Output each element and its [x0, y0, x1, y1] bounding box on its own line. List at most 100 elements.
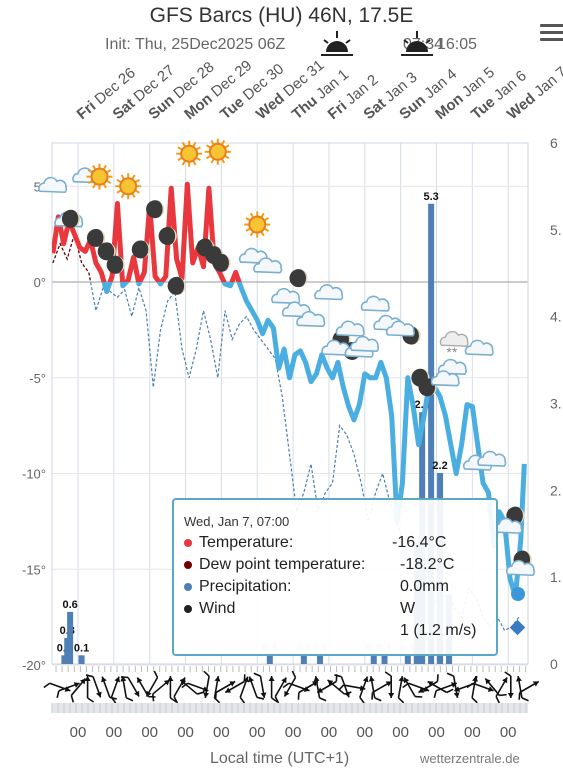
wind-flag	[371, 692, 374, 700]
wind-barb	[418, 674, 439, 694]
wind-arrowhead	[84, 676, 91, 681]
precipitation-bar	[428, 203, 435, 665]
wind-flag	[446, 672, 455, 677]
wind-flag	[359, 696, 365, 704]
hour-tick-label: 00	[428, 724, 445, 741]
wind-barb	[214, 680, 236, 700]
cloud-shape	[505, 559, 535, 577]
hour-tick-label: 00	[392, 724, 409, 741]
cloud-icon	[360, 295, 390, 312]
wind-arrowhead	[344, 691, 351, 698]
cloud-shape	[296, 310, 326, 328]
wind-barb	[518, 680, 540, 700]
wind-flag	[319, 697, 327, 702]
wind-flag	[169, 697, 177, 703]
wind-arrowhead	[281, 677, 287, 684]
wind-arrowhead	[485, 678, 491, 685]
wind-barb	[110, 676, 121, 704]
wind-flag	[181, 682, 189, 689]
wind-arrowhead	[327, 679, 334, 686]
wind-flag	[70, 695, 75, 703]
hour-tick-label: 00	[249, 724, 266, 741]
wind-barb	[368, 676, 382, 702]
sun-icon	[204, 138, 231, 165]
sun-icon	[86, 163, 113, 190]
wind-flag	[173, 696, 179, 704]
cloud-shape	[430, 370, 460, 387]
tooltip-row-precipitation: Precipitation: 0.0mm	[184, 578, 449, 598]
cloud-shape	[38, 176, 68, 194]
wind-barb	[151, 679, 171, 702]
wind-arrowhead	[248, 676, 254, 683]
wind-flag	[415, 695, 423, 698]
snow-cloud	[439, 330, 469, 347]
moon-lit	[108, 242, 116, 261]
precip-marker	[509, 619, 526, 636]
hour-tick-label: 00	[356, 724, 373, 741]
wind-arrowhead	[502, 677, 508, 684]
tooltip-row-wind: Wind W	[184, 600, 415, 620]
wind-flag	[446, 688, 454, 694]
wind-flag	[499, 693, 507, 697]
wind-arrowhead	[398, 676, 405, 682]
hour-tick-label: 00	[141, 724, 158, 741]
wind-barb	[484, 678, 507, 697]
wind-arrowhead	[167, 676, 174, 681]
precipitation-dot	[184, 582, 192, 591]
wind-barb	[516, 676, 529, 702]
cloud-icon	[505, 559, 535, 577]
temperature-line-above	[52, 181, 242, 282]
wind-barb	[384, 671, 395, 698]
cloud-shape	[271, 287, 301, 305]
precipitation-bar	[370, 655, 377, 664]
wind-flag	[153, 670, 159, 678]
wind-arrowhead	[137, 677, 143, 684]
wind-barb	[120, 676, 134, 702]
wind-barb	[56, 682, 80, 698]
hour-tick-label: 00	[464, 724, 481, 741]
moon-lit	[142, 240, 150, 259]
wind-barb	[239, 676, 249, 704]
cloud-shape	[314, 284, 344, 301]
cloud-icon	[430, 370, 460, 387]
cloud-icon	[314, 284, 344, 301]
moon-lit	[117, 255, 125, 274]
wind-arrowhead	[423, 686, 430, 692]
moon-icon	[61, 209, 80, 228]
wind-flag	[110, 696, 117, 704]
wind-arrowhead	[225, 687, 232, 693]
wind-arrowhead	[96, 691, 102, 698]
snow-icon: **	[439, 330, 469, 360]
moon-icon	[131, 240, 150, 259]
moon-dark	[86, 228, 105, 247]
temperature-line-below	[101, 282, 527, 599]
wind-flag	[109, 696, 117, 700]
wind-arrowhead	[79, 678, 86, 685]
wind-barb	[203, 670, 210, 698]
wind-arrowhead	[114, 676, 121, 683]
cloud-icon	[350, 335, 380, 353]
wind-flag	[402, 682, 409, 689]
precipitation-bar	[381, 655, 388, 664]
wind-arrowhead	[362, 676, 369, 683]
cloud-shape	[464, 339, 494, 356]
snow-flakes: **	[446, 344, 457, 360]
precipitation-bar	[78, 655, 85, 664]
tooltip-heading: Wed, Jan 7, 07:00	[184, 514, 290, 529]
cloud-shape	[360, 295, 390, 312]
wind-arrowhead	[73, 682, 80, 688]
precipitation-label: 2.2	[432, 460, 447, 472]
wind-flag	[334, 674, 342, 678]
wind-barb	[84, 676, 95, 703]
sunrise-icon	[321, 31, 353, 56]
moon-icon	[106, 255, 125, 274]
wind-barb	[268, 676, 279, 703]
right-axis-tick-label: 6	[550, 135, 558, 151]
wind-flag	[521, 697, 529, 702]
moon-icon	[212, 253, 231, 272]
menu-icon[interactable]	[540, 24, 563, 45]
wind-arrowhead	[313, 676, 320, 682]
wind-flag	[518, 692, 521, 700]
wind-arrowhead	[268, 676, 275, 681]
wind-flag	[433, 690, 437, 698]
